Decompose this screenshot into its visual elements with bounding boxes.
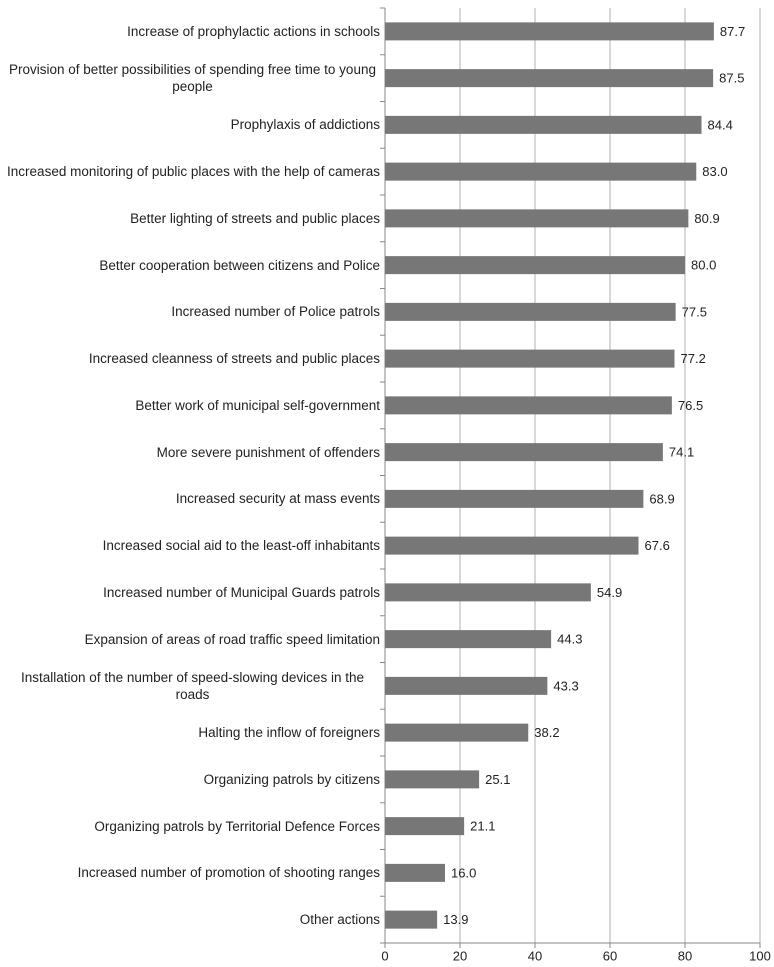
value-label: 25.1: [485, 772, 510, 787]
category-label: Increased monitoring of public places wi…: [7, 149, 380, 195]
bar: [385, 256, 685, 275]
category-label: Expansion of areas of road traffic speed…: [85, 616, 380, 662]
category-label: Installation of the number of speed-slow…: [5, 663, 380, 709]
category-label: Organizing patrols by Territorial Defenc…: [94, 803, 380, 849]
category-text: Increase of prophylactic actions in scho…: [127, 23, 380, 39]
x-tick-label: 0: [381, 948, 388, 963]
category-label: Better lighting of streets and public pl…: [130, 195, 380, 241]
value-label: 77.5: [682, 304, 707, 319]
bar: [385, 489, 644, 508]
category-text: Halting the inflow of foreigners: [198, 725, 380, 741]
value-label: 16.0: [451, 865, 476, 880]
value-label: 54.9: [597, 585, 622, 600]
bar: [385, 910, 438, 929]
category-text: Organizing patrols by Territorial Defenc…: [94, 818, 380, 834]
category-text: Provision of better possibilities of spe…: [9, 62, 376, 95]
category-label: Increased cleanness of streets and publi…: [89, 336, 380, 382]
category-text: Better lighting of streets and public pl…: [130, 210, 380, 226]
bar: [385, 630, 552, 649]
bar: [385, 22, 714, 41]
category-label: Increase of prophylactic actions in scho…: [127, 8, 380, 54]
x-tick-label: 100: [749, 948, 771, 963]
category-label: More severe punishment of offenders: [157, 429, 380, 475]
category-text: Organizing patrols by citizens: [203, 771, 380, 787]
x-tick-label: 40: [528, 948, 542, 963]
bar: [385, 209, 689, 228]
bar: [385, 115, 702, 134]
value-label: 43.3: [553, 678, 578, 693]
bar: [385, 770, 480, 789]
value-label: 68.9: [649, 491, 674, 506]
category-text: Installation of the number of speed-slow…: [21, 669, 364, 702]
category-text: Expansion of areas of road traffic speed…: [84, 631, 380, 647]
value-label: 13.9: [443, 912, 468, 927]
category-label: Better cooperation between citizens and …: [99, 242, 380, 288]
value-label: 87.7: [720, 24, 745, 39]
category-text: Prophylaxis of addictions: [230, 117, 380, 133]
value-label: 44.3: [557, 632, 582, 647]
category-label: Increased security at mass events: [176, 476, 380, 522]
bar: [385, 302, 676, 321]
bar: [385, 69, 714, 88]
value-label: 76.5: [678, 398, 703, 413]
bar: [385, 162, 697, 181]
category-label: Halting the inflow of foreigners: [198, 710, 380, 756]
bar: [385, 583, 591, 602]
bar: [385, 817, 465, 836]
category-label: Better work of municipal self-government: [135, 382, 380, 428]
category-text: Other actions: [299, 912, 380, 928]
x-tick-label: 60: [603, 948, 617, 963]
value-label: 67.6: [645, 538, 670, 553]
category-text: Increased number of Police patrols: [171, 304, 380, 320]
category-text: Better cooperation between citizens and …: [99, 257, 380, 273]
x-tick-label: 20: [453, 948, 467, 963]
value-label: 77.2: [681, 351, 706, 366]
category-label: Increased number of Municipal Guards pat…: [103, 569, 380, 615]
category-text: Increased security at mass events: [175, 491, 380, 507]
value-label: 83.0: [702, 164, 727, 179]
category-text: Increased cleanness of streets and publi…: [88, 351, 380, 367]
value-label: 38.2: [534, 725, 559, 740]
value-label: 21.1: [470, 819, 495, 834]
category-label: Increased social aid to the least-off in…: [103, 523, 380, 569]
category-label: Increased number of Police patrols: [171, 289, 380, 335]
category-text: Increased number of Municipal Guards pat…: [103, 584, 380, 600]
value-label: 87.5: [719, 71, 744, 86]
category-text: Increased number of promotion of shootin…: [77, 865, 380, 881]
bar: [385, 349, 675, 368]
category-label: Other actions: [300, 897, 380, 943]
value-label: 74.1: [669, 445, 694, 460]
category-label: Increased number of promotion of shootin…: [78, 850, 380, 896]
category-label: Organizing patrols by citizens: [204, 756, 380, 802]
x-tick-label: 80: [678, 948, 692, 963]
bar: [385, 863, 445, 882]
category-text: Increased monitoring of public places wi…: [7, 164, 380, 180]
value-label: 80.0: [691, 258, 716, 273]
bar: [385, 396, 672, 415]
category-label: Prophylaxis of addictions: [231, 102, 380, 148]
value-label: 84.4: [708, 117, 733, 132]
category-label: Provision of better possibilities of spe…: [5, 55, 380, 101]
bar: [385, 723, 529, 742]
category-text: Increased social aid to the least-off in…: [102, 538, 380, 554]
bar: [385, 443, 663, 462]
bar: [385, 536, 639, 555]
value-label: 80.9: [694, 211, 719, 226]
bar: [385, 676, 548, 695]
category-text: More severe punishment of offenders: [156, 444, 380, 460]
category-text: Better work of municipal self-government: [135, 397, 380, 413]
